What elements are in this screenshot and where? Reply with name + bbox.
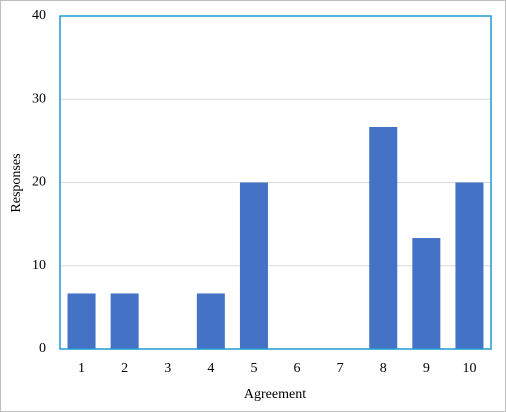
y-tick-label: 20 bbox=[32, 175, 46, 190]
y-tick-label: 30 bbox=[32, 91, 46, 106]
x-tick-label: 9 bbox=[423, 361, 430, 376]
bar bbox=[239, 182, 268, 349]
x-tick-label: 7 bbox=[337, 361, 344, 376]
bar bbox=[412, 238, 441, 349]
x-tick-label: 6 bbox=[294, 361, 301, 376]
x-tick-label: 1 bbox=[78, 361, 85, 376]
bar bbox=[67, 293, 96, 349]
y-tick-label: 0 bbox=[39, 341, 46, 356]
bar bbox=[110, 293, 139, 349]
bar bbox=[369, 126, 398, 349]
x-tick-label: 3 bbox=[164, 361, 171, 376]
plot-border bbox=[59, 15, 492, 350]
bar bbox=[196, 293, 225, 349]
bar bbox=[455, 182, 484, 349]
x-tick-label: 5 bbox=[250, 361, 257, 376]
x-tick-label: 10 bbox=[462, 361, 476, 376]
y-axis-title: Responses bbox=[9, 153, 24, 212]
x-tick-label: 2 bbox=[121, 361, 128, 376]
y-tick-label: 40 bbox=[32, 8, 46, 23]
x-tick-label: 4 bbox=[207, 361, 214, 376]
x-tick-label: 8 bbox=[380, 361, 387, 376]
x-axis-title: Agreement bbox=[244, 387, 306, 402]
y-tick-label: 10 bbox=[32, 258, 46, 273]
